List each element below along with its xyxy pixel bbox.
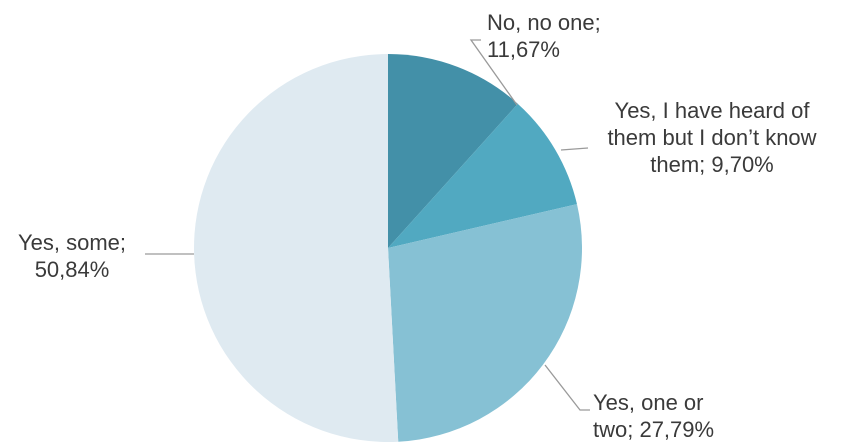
slice-label-line: Yes, one or [593,390,704,415]
leader-line-no-no-one [469,39,518,106]
slice-label-line: Yes, some; [18,230,126,255]
slice-label-line: two; 27,79% [593,417,714,442]
slice-label-line: Yes, I have heard of [615,98,811,123]
slice-label-line: them but I don’t know [607,125,816,150]
leader-line-one-or-two [544,364,590,411]
slice-label-heard-of-them: Yes, I have heard of them but I don’t kno… [607,98,816,177]
pie-slice-heard-of-them [388,103,577,249]
slice-label-line: No, no one; [487,10,601,35]
leader-lines [145,39,590,411]
slice-label-line: 50,84% [35,257,110,282]
slice-label-some: Yes, some; 50,84% [18,230,126,282]
pie-slice-no-no-one [388,54,518,248]
pie-slice-some [193,54,399,443]
slice-label-one-or-two: Yes, one or two; 27,79% [593,390,714,442]
pie-slice-one-or-two [388,204,582,442]
slice-label-no-no-one: No, no one; 11,67% [487,10,601,62]
leader-line-heard-of-them [560,147,589,151]
slice-labels: No, no one; 11,67%Yes, I have heard of the… [18,10,817,442]
slice-label-line: them; 9,70% [650,152,774,177]
slice-label-line: 11,67% [487,37,560,62]
pie-slices [193,54,582,443]
